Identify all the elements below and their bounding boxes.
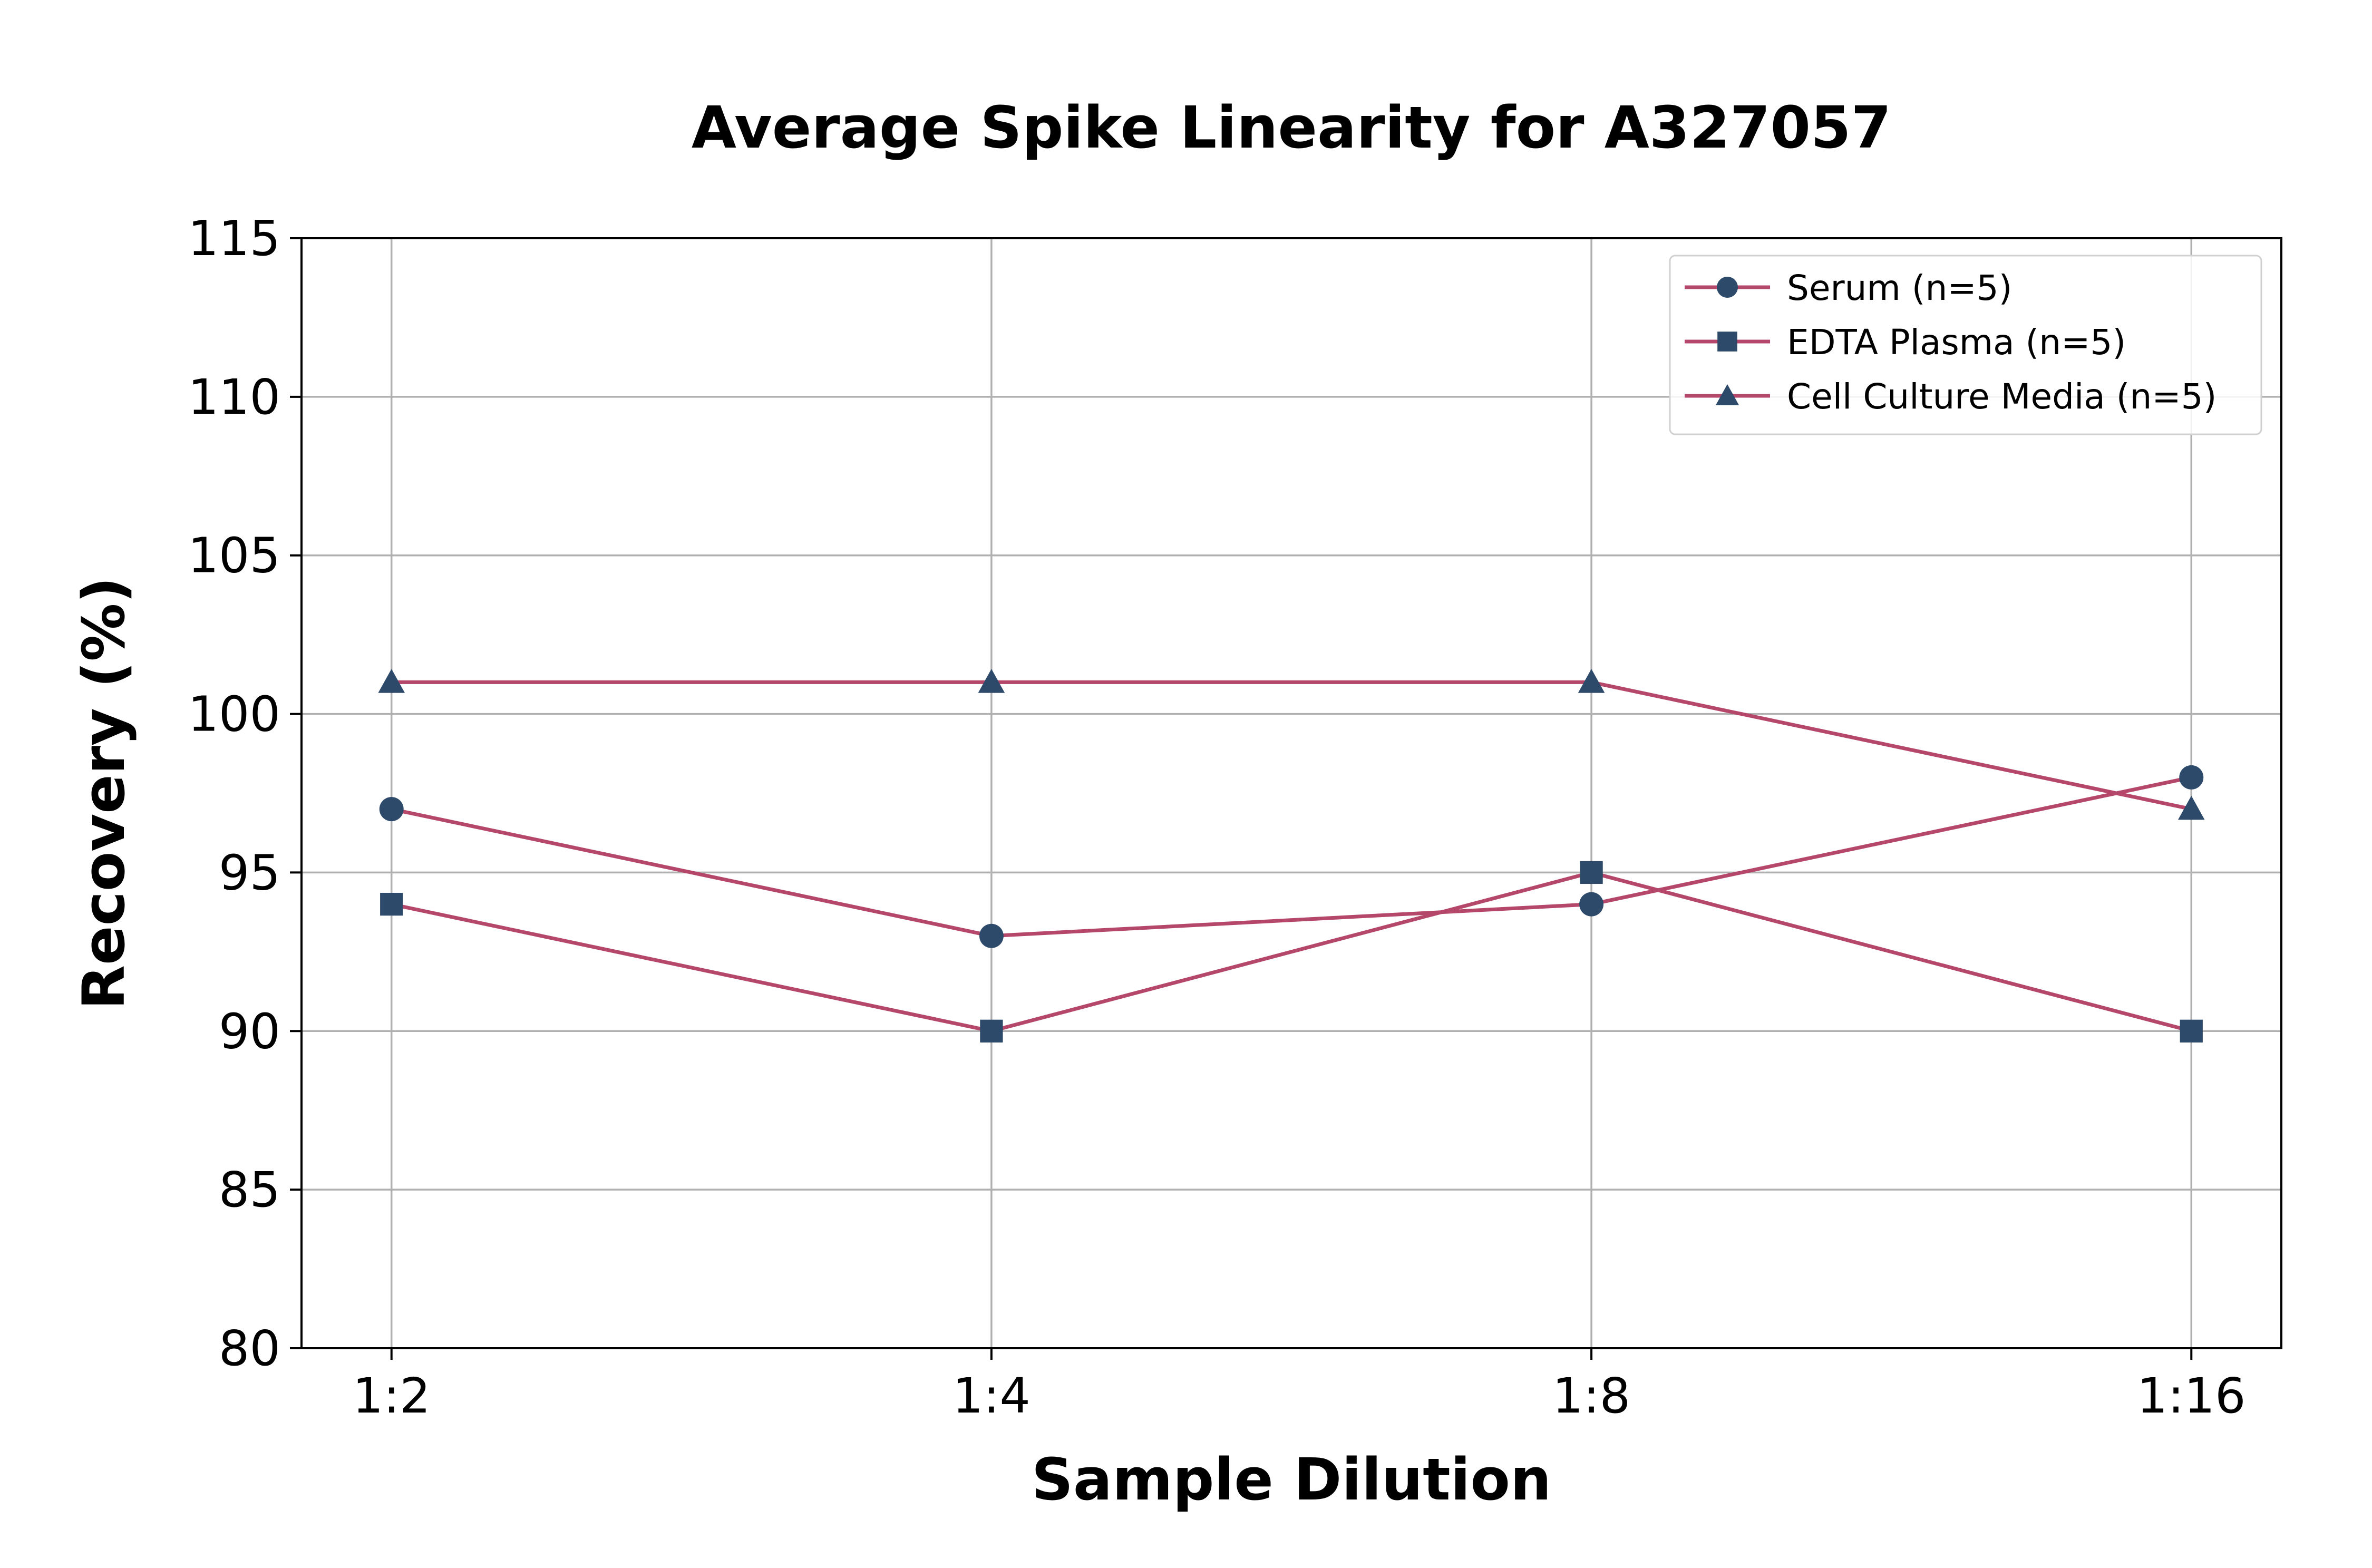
- data-point-square: [980, 1019, 1003, 1043]
- data-point-triangle: [2177, 795, 2205, 820]
- x-axis-label: Sample Dilution: [1032, 1446, 1552, 1513]
- series-circle: [379, 765, 2204, 948]
- series-triangle: [378, 669, 2205, 820]
- legend-marker-triangle: [1716, 384, 1739, 405]
- legend-item: Serum (n=5): [1685, 268, 2012, 308]
- x-tick-label: 1:16: [2137, 1368, 2246, 1424]
- data-point-circle: [379, 797, 404, 822]
- y-tick-label: 100: [188, 686, 280, 743]
- y-tick-label: 95: [219, 844, 280, 901]
- series-line: [391, 870, 2192, 1033]
- y-tick-label: 105: [188, 528, 280, 584]
- legend-label: Serum (n=5): [1787, 268, 2012, 308]
- y-tick-label: 85: [219, 1162, 280, 1218]
- data-point-square: [2180, 1019, 2203, 1043]
- plot-area-frame: [300, 237, 2282, 1349]
- axis-ticks: 80 85 90 95 100 105 110 115 1:2 1:4 1:8 1:16: [188, 210, 2245, 1424]
- data-point-triangle: [378, 669, 405, 693]
- legend-label: Cell Culture Media (n=5): [1787, 376, 2217, 417]
- y-axis-label: Recovery (%): [70, 577, 138, 1009]
- x-tick-label: 1:2: [353, 1368, 431, 1424]
- x-tick-label: 1:8: [1552, 1368, 1630, 1424]
- y-tick-label: 80: [219, 1320, 280, 1377]
- y-tick-label: 90: [219, 1003, 280, 1059]
- data-point-circle: [1579, 892, 1604, 917]
- data-point-circle: [979, 923, 1004, 948]
- legend-box: [1669, 255, 2262, 435]
- data-point-square: [380, 892, 403, 916]
- legend-marker-square: [1717, 332, 1737, 352]
- series-line: [391, 775, 2192, 938]
- data-point-triangle: [1578, 669, 1605, 693]
- legend-marker-circle: [1717, 277, 1738, 298]
- x-tick-label: 1:4: [952, 1368, 1031, 1424]
- series-group: [378, 669, 2205, 1043]
- data-point-square: [1580, 861, 1603, 884]
- y-tick-label: 115: [188, 210, 280, 267]
- data-point-triangle: [978, 669, 1005, 693]
- series-square: [380, 861, 2203, 1043]
- legend-item: Cell Culture Media (n=5): [1685, 376, 2217, 417]
- data-point-circle: [2179, 765, 2204, 790]
- series-line: [391, 680, 2192, 811]
- legend: Serum (n=5) EDTA Plasma (n=5) Cell Culture…: [1669, 255, 2262, 435]
- legend-item: EDTA Plasma (n=5): [1685, 322, 2126, 363]
- y-tick-label: 110: [188, 369, 280, 425]
- legend-label: EDTA Plasma (n=5): [1787, 322, 2126, 363]
- chart-title: Average Spike Linearity for A327057: [692, 94, 1891, 161]
